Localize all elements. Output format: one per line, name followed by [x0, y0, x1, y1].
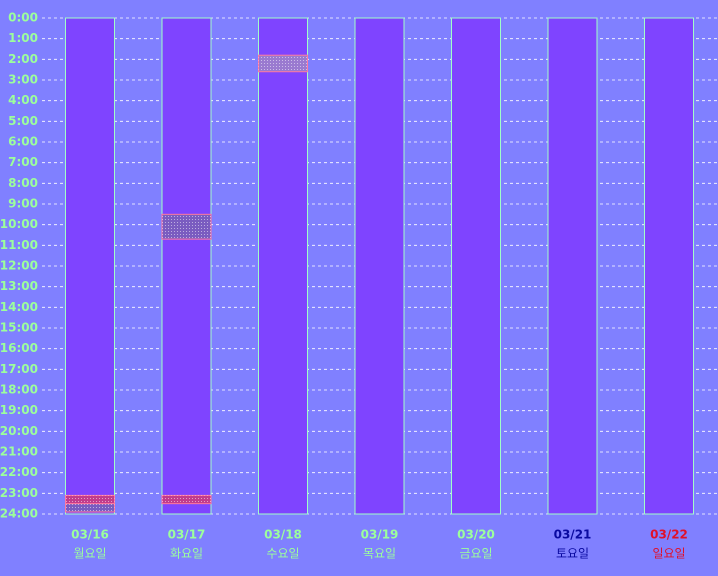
block-hatch — [65, 495, 115, 504]
block-hatch — [162, 214, 211, 240]
y-tick-label: 24:00 — [0, 507, 38, 521]
date-label: 03/18 — [264, 528, 302, 542]
weekday-label: 수요일 — [266, 547, 299, 561]
y-tick-label: 18:00 — [0, 383, 38, 397]
y-tick-label: 8:00 — [8, 176, 38, 190]
weekday-label: 목요일 — [363, 547, 396, 561]
date-label: 03/19 — [361, 528, 399, 542]
date-label: 03/21 — [554, 528, 592, 542]
y-tick-label: 21:00 — [0, 445, 38, 459]
weekday-label: 월요일 — [73, 547, 106, 561]
y-tick-label: 19:00 — [0, 403, 38, 417]
y-tick-label: 20:00 — [0, 424, 38, 438]
y-tick-label: 13:00 — [0, 279, 38, 293]
y-tick-label: 12:00 — [0, 259, 38, 273]
block-hatch — [65, 503, 115, 512]
date-label: 03/17 — [168, 528, 206, 542]
y-tick-label: 15:00 — [0, 321, 38, 335]
weekday-label: 토요일 — [556, 547, 589, 561]
y-tick-label: 4:00 — [8, 93, 38, 107]
date-label: 03/16 — [71, 528, 109, 542]
y-tick-label: 11:00 — [0, 238, 38, 252]
weekday-label: 화요일 — [170, 547, 203, 561]
y-tick-label: 6:00 — [8, 135, 38, 149]
day-column — [354, 17, 405, 515]
y-tick-label: 7:00 — [8, 155, 38, 169]
date-label: 03/22 — [650, 528, 688, 542]
day-column — [451, 17, 501, 515]
day-column — [547, 17, 598, 515]
y-tick-label: 23:00 — [0, 486, 38, 500]
y-tick-label: 3:00 — [8, 73, 38, 87]
block-hatch — [258, 55, 308, 72]
day-column — [65, 17, 115, 515]
y-tick-label: 5:00 — [8, 114, 38, 128]
weekday-label: 금요일 — [459, 547, 492, 561]
day-column — [258, 17, 308, 515]
y-tick-label: 17:00 — [0, 362, 38, 376]
y-tick-label: 16:00 — [0, 341, 38, 355]
y-tick-label: 1:00 — [8, 31, 38, 45]
y-tick-label: 2:00 — [8, 52, 38, 66]
y-tick-label: 0:00 — [8, 11, 38, 25]
y-tick-label: 10:00 — [0, 217, 38, 231]
block-hatch — [162, 495, 211, 504]
weekday-label: 일요일 — [652, 547, 685, 561]
y-tick-label: 22:00 — [0, 465, 38, 479]
y-tick-label: 14:00 — [0, 300, 38, 314]
day-column — [161, 17, 212, 515]
date-label: 03/20 — [457, 528, 495, 542]
day-column — [644, 17, 694, 515]
y-tick-label: 9:00 — [8, 197, 38, 211]
